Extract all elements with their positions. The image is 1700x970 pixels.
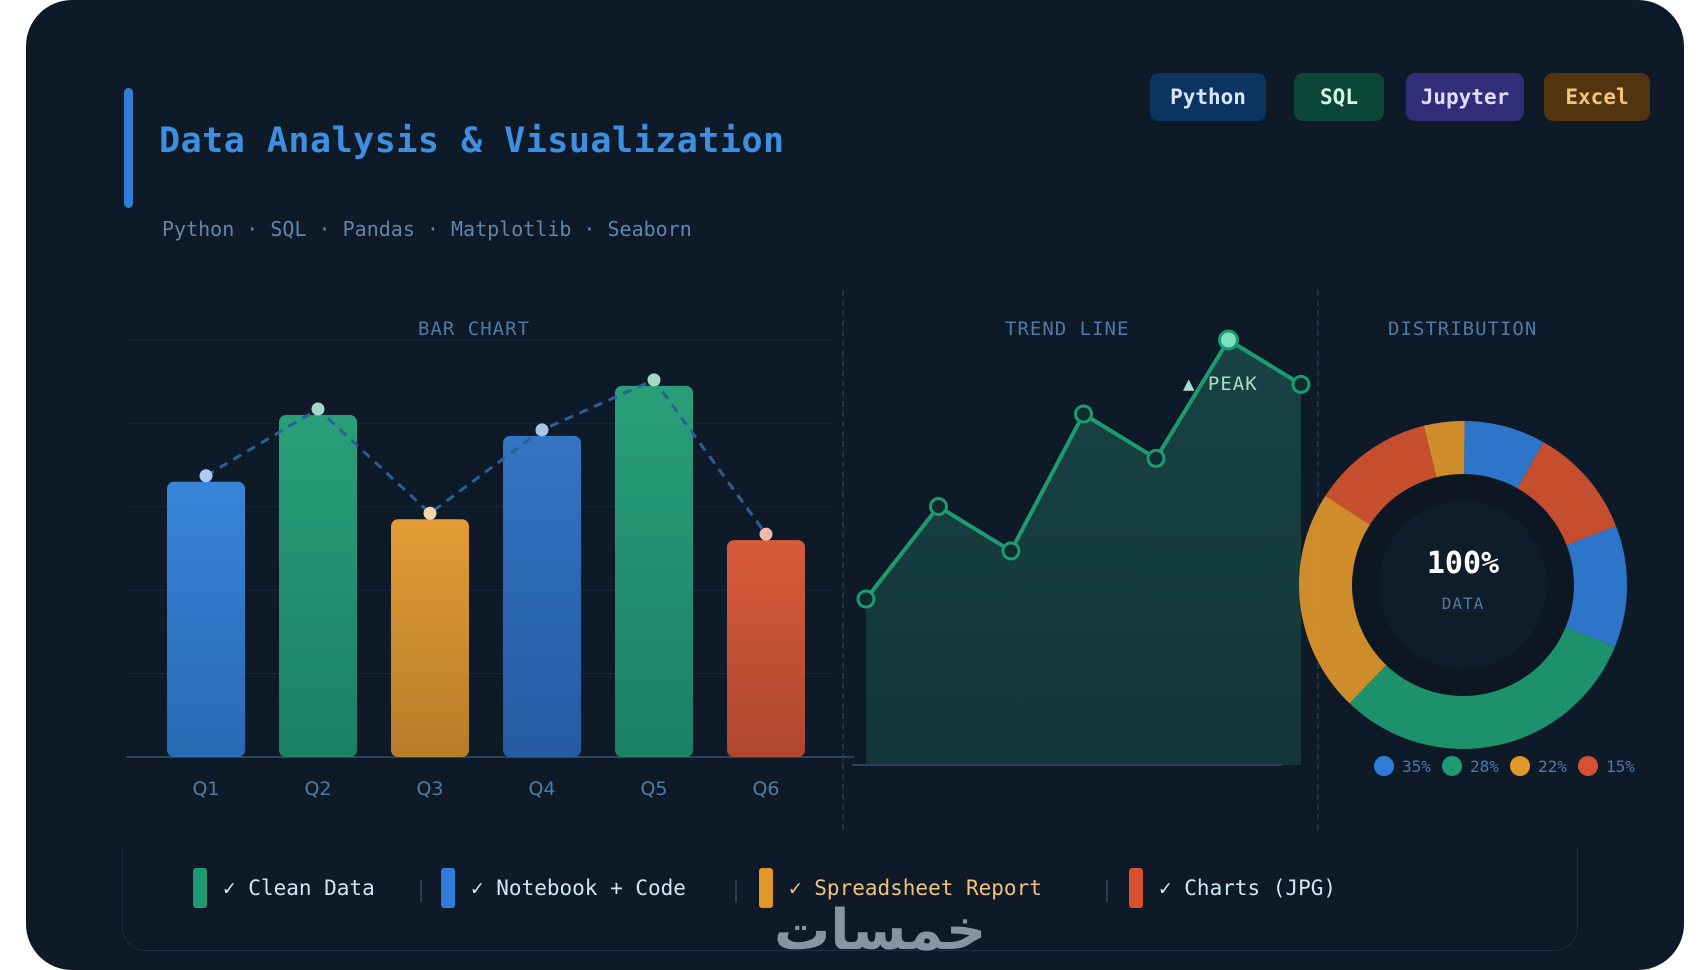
trend-area bbox=[866, 340, 1301, 765]
pie-legend-value: 35% bbox=[1402, 756, 1431, 776]
bar-overlay-point bbox=[199, 469, 213, 483]
donut-slice bbox=[1565, 526, 1627, 647]
pie-legend-item-2: 28% bbox=[1442, 756, 1499, 776]
tag-sql[interactable]: SQL bbox=[1294, 73, 1384, 121]
bar-chart-title: BAR CHART bbox=[418, 318, 530, 340]
deliverable-spreadsheet: ✓ Spreadsheet Report bbox=[759, 868, 1042, 908]
donut-inner-disc bbox=[1379, 501, 1547, 669]
donut-center-value: 100% bbox=[1426, 546, 1500, 581]
bar-q5 bbox=[615, 385, 693, 757]
donut-slice bbox=[1349, 626, 1615, 749]
panel-divider-1 bbox=[842, 290, 844, 830]
bar-tick-label: Q3 bbox=[416, 778, 443, 800]
deliverables-bar: ✓ Clean Data ✓ Notebook + Code ✓ Spreads… bbox=[122, 848, 1578, 951]
peak-annotation: ▲ PEAK bbox=[1183, 373, 1258, 395]
pie-legend-item-3: 22% bbox=[1510, 756, 1567, 776]
deliverable-separator bbox=[1106, 880, 1108, 902]
pie-legend-dot bbox=[1510, 756, 1530, 776]
donut-slice bbox=[1299, 495, 1387, 704]
page-subtitle: Python · SQL · Pandas · Matplotlib · Sea… bbox=[162, 217, 692, 241]
bar-overlay-point bbox=[647, 373, 661, 387]
bar-q4 bbox=[503, 435, 581, 757]
bar-overlay-point bbox=[311, 402, 325, 416]
bar-q1 bbox=[167, 481, 245, 757]
deliverable-swatch bbox=[759, 868, 773, 908]
bar-tick-label: Q5 bbox=[640, 778, 667, 800]
distribution-title: DISTRIBUTION bbox=[1388, 318, 1538, 340]
deliverable-clean-data: ✓ Clean Data bbox=[193, 868, 375, 908]
bar-q2 bbox=[279, 415, 357, 757]
pie-legend-dot bbox=[1442, 756, 1462, 776]
deliverable-swatch bbox=[1129, 868, 1143, 908]
trend-point bbox=[1074, 404, 1093, 424]
pie-legend-item-4: 15% bbox=[1578, 756, 1635, 776]
charts-canvas: Q1 Q2 Q3 Q4 Q5 Q6 bbox=[126, 329, 1627, 800]
donut-slice bbox=[1325, 425, 1437, 525]
deliverable-separator bbox=[420, 880, 422, 902]
deliverable-label: ✓ Clean Data bbox=[223, 876, 375, 900]
donut-center-label: DATA bbox=[1441, 594, 1485, 613]
title-accent-bar bbox=[124, 88, 133, 208]
dashboard-card: Data Analysis & Visualization Python · S… bbox=[26, 0, 1684, 970]
pie-legend-dot bbox=[1578, 756, 1598, 776]
bar-overlay-point bbox=[423, 506, 437, 520]
pie-legend-value: 15% bbox=[1606, 756, 1635, 776]
trend-point bbox=[1001, 541, 1021, 561]
bar-tick-label: Q2 bbox=[304, 778, 331, 800]
watermark: خمسات bbox=[774, 898, 987, 963]
pie-legend-dot bbox=[1374, 756, 1394, 776]
pie-legend-item-1: 35% bbox=[1374, 756, 1431, 776]
deliverable-separator bbox=[735, 880, 737, 902]
pie-legend-value: 28% bbox=[1470, 756, 1499, 776]
bar-tick-label: Q6 bbox=[752, 778, 779, 800]
trend-point bbox=[929, 497, 948, 516]
deliverable-swatch bbox=[441, 868, 455, 908]
bar-tick-label: Q4 bbox=[528, 778, 555, 800]
bar-q3 bbox=[391, 519, 469, 757]
deliverable-label: ✓ Charts (JPG) bbox=[1159, 876, 1337, 900]
donut-slice bbox=[1517, 442, 1617, 546]
deliverable-label: ✓ Spreadsheet Report bbox=[789, 876, 1042, 900]
pie-legend-value: 22% bbox=[1538, 756, 1567, 776]
trend-line-title: TREND LINE bbox=[1005, 318, 1130, 340]
page-title: Data Analysis & Visualization bbox=[159, 121, 785, 161]
tag-excel[interactable]: Excel bbox=[1544, 73, 1650, 121]
deliverable-swatch bbox=[193, 868, 207, 908]
bar-tick-label: Q1 bbox=[192, 778, 219, 800]
trend-peak-point bbox=[1218, 329, 1239, 351]
trend-point bbox=[856, 589, 876, 609]
deliverable-label: ✓ Notebook + Code bbox=[471, 876, 686, 900]
bar-overlay-line bbox=[205, 378, 768, 536]
bar-q6 bbox=[727, 540, 805, 757]
donut-slice bbox=[1464, 421, 1544, 489]
trend-point bbox=[1146, 448, 1166, 468]
deliverable-charts: ✓ Charts (JPG) bbox=[1129, 868, 1336, 908]
deliverable-notebook: ✓ Notebook + Code bbox=[441, 868, 686, 908]
tag-jupyter[interactable]: Jupyter bbox=[1406, 73, 1524, 121]
donut-slice bbox=[1423, 421, 1465, 478]
bar-overlay-point bbox=[535, 423, 549, 437]
trend-point bbox=[1291, 374, 1311, 394]
tag-python[interactable]: Python bbox=[1150, 73, 1266, 121]
bar-overlay-point bbox=[759, 527, 773, 541]
